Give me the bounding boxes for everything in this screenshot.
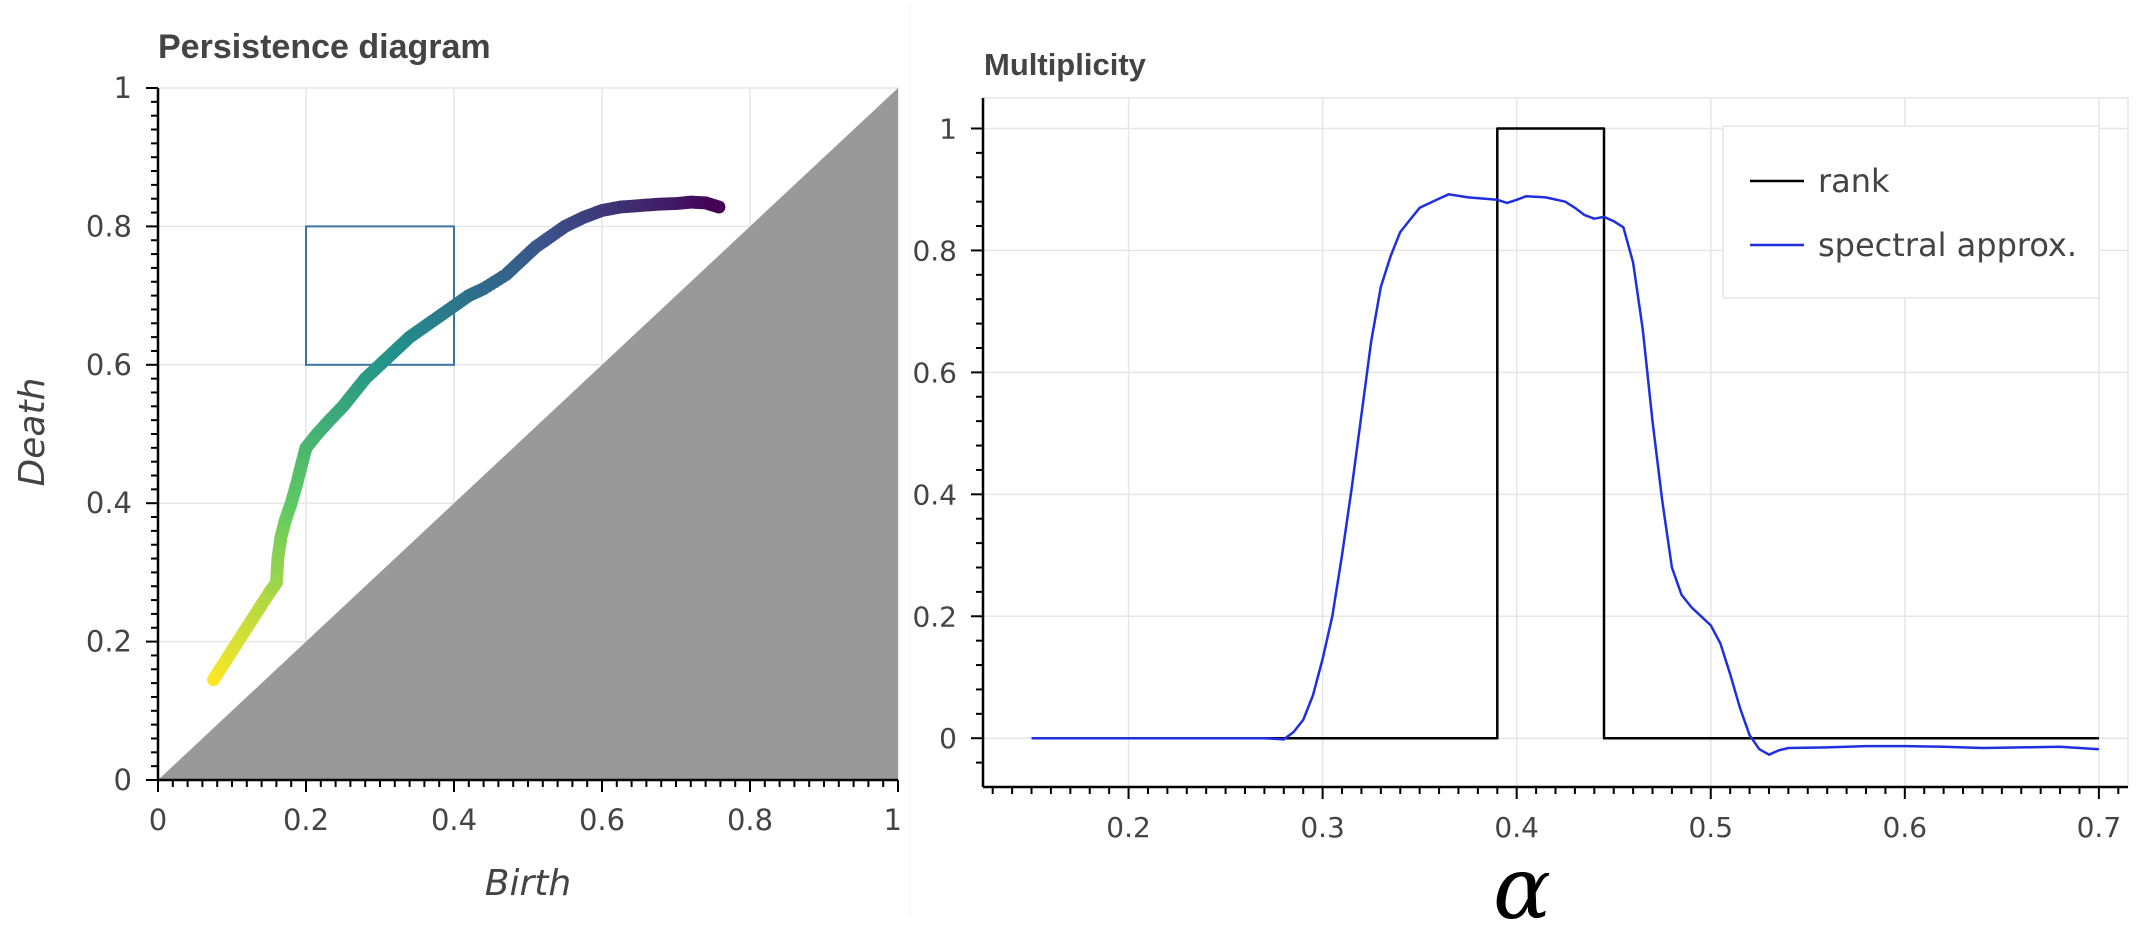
- mp-x-tick-label: 0.4: [1494, 811, 1539, 844]
- pd-y-tick-label: 0: [114, 763, 132, 797]
- mp-y-tick-label: 0.4: [912, 478, 957, 511]
- pd-y-tick-labels: 0 0.2 0.4 0.6 0.8 1: [86, 71, 132, 797]
- pd-y-tick-label: 0.4: [86, 486, 132, 520]
- pd-y-tick-label: 0.8: [86, 209, 132, 243]
- pd-x-tick-label: 0.2: [283, 803, 329, 837]
- mp-x-tick-label: 0.6: [1883, 811, 1928, 844]
- pd-axes: [146, 87, 899, 792]
- pd-y-tick-label: 1: [114, 71, 132, 105]
- pd-x-tick-label: 1: [884, 803, 902, 837]
- multiplicity-panel: Multiplicity 0.2 0.3 0.4 0.5 0.6 0.7 00.20.40…: [912, 47, 2129, 926]
- mp-x-tick-labels: 0.2 0.3 0.4 0.5 0.6 0.7: [1106, 811, 2121, 844]
- pd-y-axis-label: Death: [12, 378, 53, 487]
- pd-selection-rectangle: [305, 225, 455, 366]
- mp-legend: rank spectral approx.: [1722, 125, 2100, 299]
- multiplicity-title: Multiplicity: [984, 47, 1147, 82]
- pd-x-tick-label: 0.8: [727, 803, 773, 837]
- pd-diagonal-region: [158, 88, 898, 780]
- mp-y-tick-label: 1: [939, 112, 957, 145]
- mp-y-tick-labels: 0 0.2 0.4 0.6 0.8 1: [912, 112, 957, 755]
- persistence-diagram-title: Persistence diagram: [158, 28, 491, 66]
- legend-box: [1722, 125, 2100, 299]
- mp-y-tick-label: 0: [939, 722, 957, 755]
- pd-points: [207, 195, 726, 687]
- pd-x-tick-label: 0: [149, 803, 167, 837]
- mp-x-tick-label: 0.3: [1300, 811, 1345, 844]
- mp-y-tick-label: 0.2: [912, 600, 957, 633]
- mp-x-tick-label: 0.5: [1688, 811, 1733, 844]
- mp-x-tick-label: 0.2: [1106, 811, 1151, 844]
- mp-series-lines: [1031, 127, 2099, 756]
- mp-y-tick-label: 0.8: [912, 234, 957, 267]
- pd-point: [712, 200, 726, 214]
- pd-x-tick-labels: 0 0.2 0.4 0.6 0.8 1: [149, 803, 902, 837]
- pd-y-tick-label: 0.2: [86, 625, 132, 659]
- mp-y-tick-label: 0.6: [912, 356, 957, 389]
- legend-label-rank: rank: [1818, 162, 1890, 200]
- persistence-diagram-panel: Persistence diagram 0 0.2 0.4 0.6 0.8 1 00.20…: [12, 28, 902, 904]
- legend-label-spectral-approx: spectral approx.: [1818, 226, 2077, 264]
- pd-x-axis-label: Birth: [485, 863, 571, 904]
- pd-y-tick-label: 0.6: [86, 348, 132, 382]
- mp-series-line-rank: [1031, 127, 2099, 740]
- pd-x-tick-label: 0.6: [579, 803, 625, 837]
- pd-x-tick-label: 0.4: [431, 803, 477, 837]
- mp-x-axis-label: α: [1493, 839, 1551, 926]
- mp-axes: [971, 98, 2128, 799]
- mp-x-tick-label: 0.7: [2077, 811, 2122, 844]
- mp-series-line-spectral-approx: [1031, 193, 2099, 756]
